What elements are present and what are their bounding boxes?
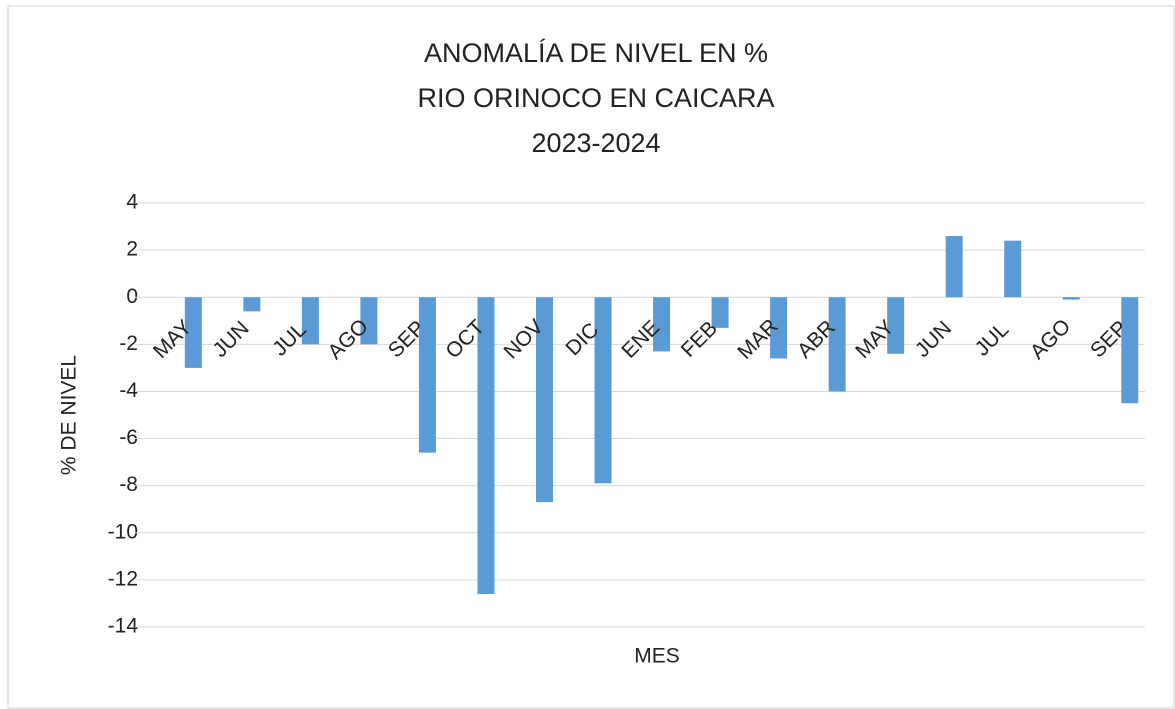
bar [184, 297, 202, 368]
y-tick-label: 4 [126, 191, 138, 214]
bar [770, 297, 788, 359]
bar [711, 297, 729, 328]
bar [1062, 297, 1080, 300]
chart-title: RIO ORINOCO EN CAICARA [417, 83, 774, 113]
x-axis-label: MES [634, 645, 680, 668]
chart-title: ANOMALÍA DE NIVEL EN % [424, 38, 768, 68]
bar [945, 235, 963, 298]
y-tick-label: 2 [126, 238, 138, 261]
bar [1121, 297, 1139, 404]
y-tick-label: 0 [126, 285, 138, 308]
bar [887, 297, 905, 354]
bar [594, 297, 612, 484]
bar [535, 297, 553, 503]
chart-frame [7, 5, 1175, 709]
y-axis-label: % DE NIVEL [58, 355, 81, 475]
bar [418, 297, 436, 453]
y-tick-label: -14 [108, 615, 139, 638]
y-tick-label: -8 [119, 473, 138, 496]
bar [243, 297, 261, 312]
y-tick-label: -2 [119, 332, 138, 355]
y-tick-label: -12 [108, 567, 138, 590]
y-tick-label: -6 [119, 426, 138, 449]
bar [477, 297, 495, 595]
y-tick-label: -4 [119, 379, 138, 402]
bar [1004, 240, 1022, 298]
bar [828, 297, 846, 392]
bar [360, 297, 378, 345]
bar [653, 297, 671, 352]
chart-title: 2023-2024 [531, 128, 660, 158]
bar [301, 297, 319, 345]
y-tick-label: -10 [108, 520, 138, 543]
